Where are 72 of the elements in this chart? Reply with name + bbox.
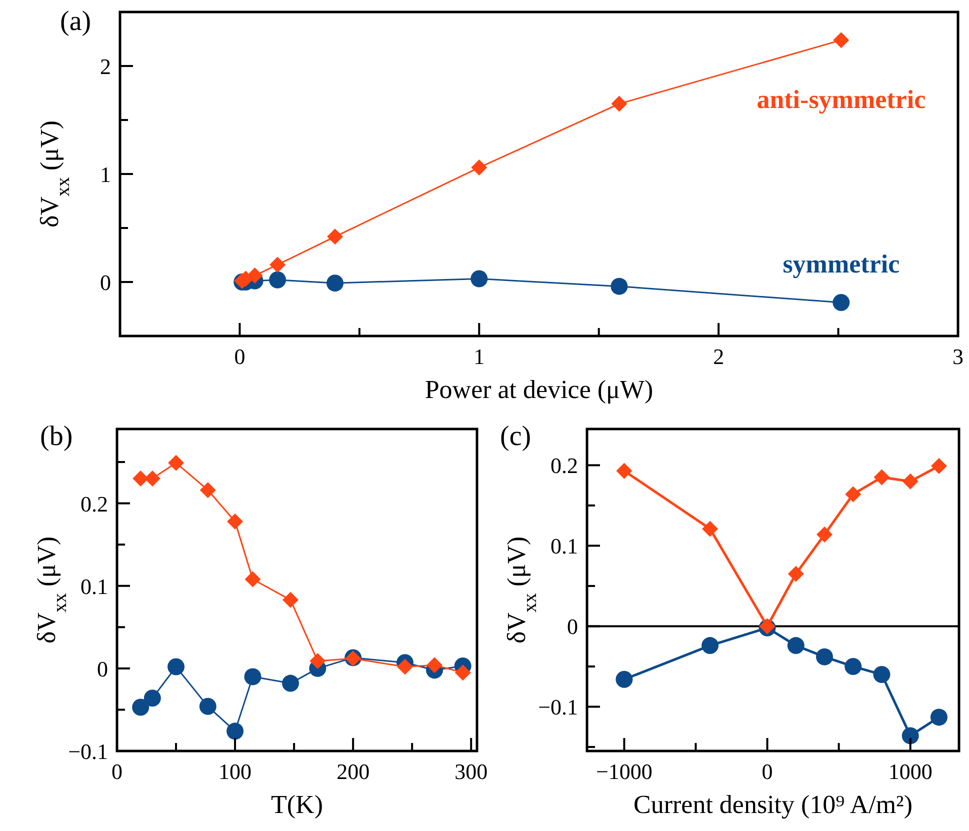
point [200,482,216,498]
point [327,228,344,245]
point [816,648,834,666]
x-tick-label: 1 [474,344,485,369]
point [787,637,804,654]
point [282,674,300,692]
y-tick-label: 1 [100,162,111,187]
point [702,637,719,654]
series-label: symmetric [782,250,900,279]
point [611,96,628,112]
point [844,658,862,675]
point [616,670,633,688]
y-tick-label: 0.2 [550,453,578,478]
y-tick-label: 0.2 [80,491,108,516]
point [816,526,833,542]
x-axis-title: Power at device (μW) [424,375,654,404]
x-axis-title: T(K) [271,790,323,819]
y-tick-label: 0 [100,270,111,295]
point [226,722,244,740]
point [902,473,918,490]
point [397,658,413,675]
y-tick-label: 0 [97,656,108,682]
x-tick-label: 200 [336,759,370,784]
x-tick-label: 100 [218,759,252,784]
y-tick-label: 0.1 [80,574,108,599]
y-tick-label: −0.1 [538,694,578,720]
point [930,458,947,474]
point [269,271,286,288]
y-tick-label: 2 [100,54,111,79]
point [244,571,261,588]
point [832,294,850,312]
point [610,278,628,295]
point [902,727,919,744]
point [326,274,344,292]
series-label: anti-symmetric [756,85,926,114]
point [454,664,471,681]
point [168,658,185,676]
x-tick-label: 3 [952,344,964,369]
point [227,513,244,530]
point [310,653,326,670]
point [930,708,948,726]
point [873,666,890,684]
x-axis-title: Current density (10⁹ A/m²) [634,790,912,819]
point [788,566,804,582]
x-tick-label: 300 [454,759,488,784]
point [874,469,890,486]
point [144,690,161,707]
chart-title: (b) [40,421,73,452]
point [845,486,862,502]
chart-title: (c) [500,421,532,452]
y-tick-label: −0.1 [68,739,108,764]
point [244,668,262,686]
x-tick-label: 1000 [888,759,932,784]
point [132,698,150,716]
point [471,160,488,176]
point [616,462,632,479]
x-tick-label: 0 [762,759,773,784]
x-tick-label: −1000 [596,759,652,784]
point [246,268,263,284]
point [282,592,299,608]
point [470,270,488,288]
chart-title: (a) [60,6,92,37]
point [833,32,850,48]
x-tick-label: 2 [713,344,724,369]
y-tick-label: 0 [567,614,578,640]
point [270,256,286,273]
x-tick-label: 0 [234,344,246,369]
point [168,454,184,471]
point [426,657,443,674]
point [702,520,718,537]
y-tick-label: 0.1 [550,534,578,559]
point [199,698,216,715]
